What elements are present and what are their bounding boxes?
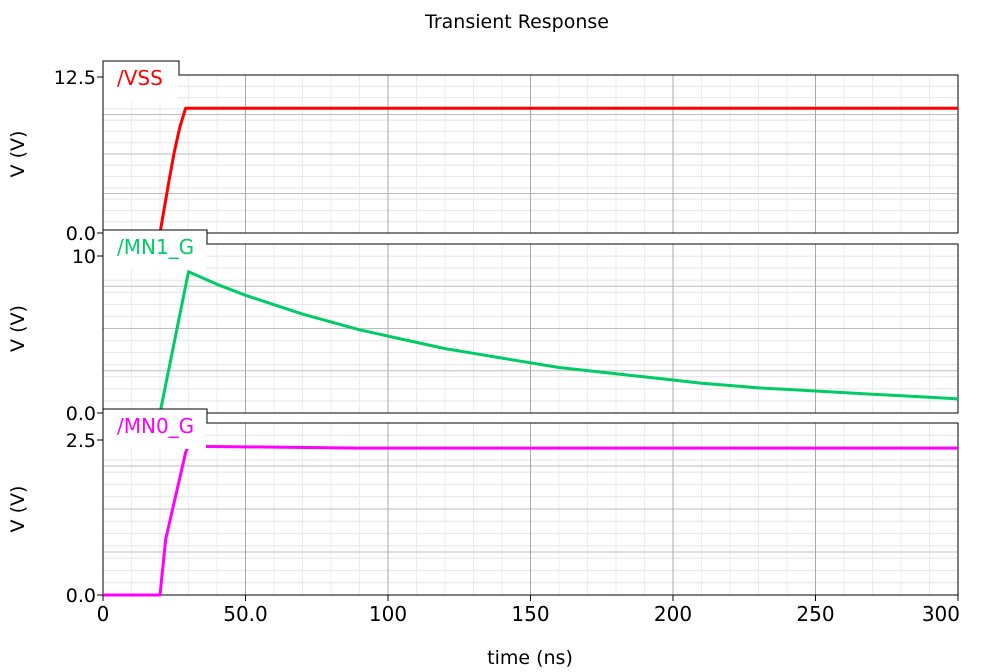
y-tick-label: 0.0 — [66, 223, 96, 245]
y-tick-label: 0.0 — [66, 403, 96, 425]
x-tick-label: 200 — [654, 602, 692, 626]
x-tick-label: 300 — [922, 602, 960, 626]
series-line-2 — [103, 444, 958, 597]
x-axis: 0 50.0 100 150 200 250 300 — [97, 595, 960, 626]
series-name-2: /MN0_G — [117, 414, 194, 438]
plot-frame — [102, 243, 959, 414]
y-tick-label: 10 — [72, 246, 96, 268]
series-tab-bg — [104, 410, 206, 449]
y-tick-label: 0.0 — [66, 585, 96, 607]
y-axis-label-1: V (V) — [7, 305, 29, 352]
series-tab-bg — [104, 231, 206, 270]
x-tick-label: 150 — [511, 602, 549, 626]
y-tick-label: 2.5 — [66, 430, 96, 452]
x-tick-label: 100 — [369, 602, 407, 626]
x-tick-label: 250 — [796, 602, 834, 626]
series-tab-bg — [104, 62, 178, 101]
series-name-1: /MN1_G — [117, 235, 194, 259]
x-tick-label: 0 — [97, 602, 110, 626]
series-tab-2: /MN0_G — [102, 408, 208, 449]
series-line-0 — [103, 106, 958, 235]
y-tick-label: 12.5 — [54, 67, 96, 89]
x-axis-label: time (ns) — [487, 647, 573, 669]
series-line-1 — [103, 270, 959, 415]
plot-frame — [102, 74, 959, 234]
series-tab-1: /MN1_G — [102, 229, 208, 270]
panel-0: /VSS V (V) 12.5 0.0 — [7, 60, 959, 245]
y-axis-label-0: V (V) — [7, 131, 29, 178]
chart-title: Transient Response — [424, 11, 609, 33]
series-tab-0: /VSS — [102, 60, 180, 101]
panel-1: /MN1_G V (V) 10 0.0 — [7, 229, 959, 425]
x-tick-label: 50.0 — [223, 602, 268, 626]
series-name-0: /VSS — [117, 66, 163, 90]
panel-2: /MN0_G V (V) 2.5 0.0 — [7, 408, 959, 607]
y-axis-label-2: V (V) — [7, 486, 29, 533]
